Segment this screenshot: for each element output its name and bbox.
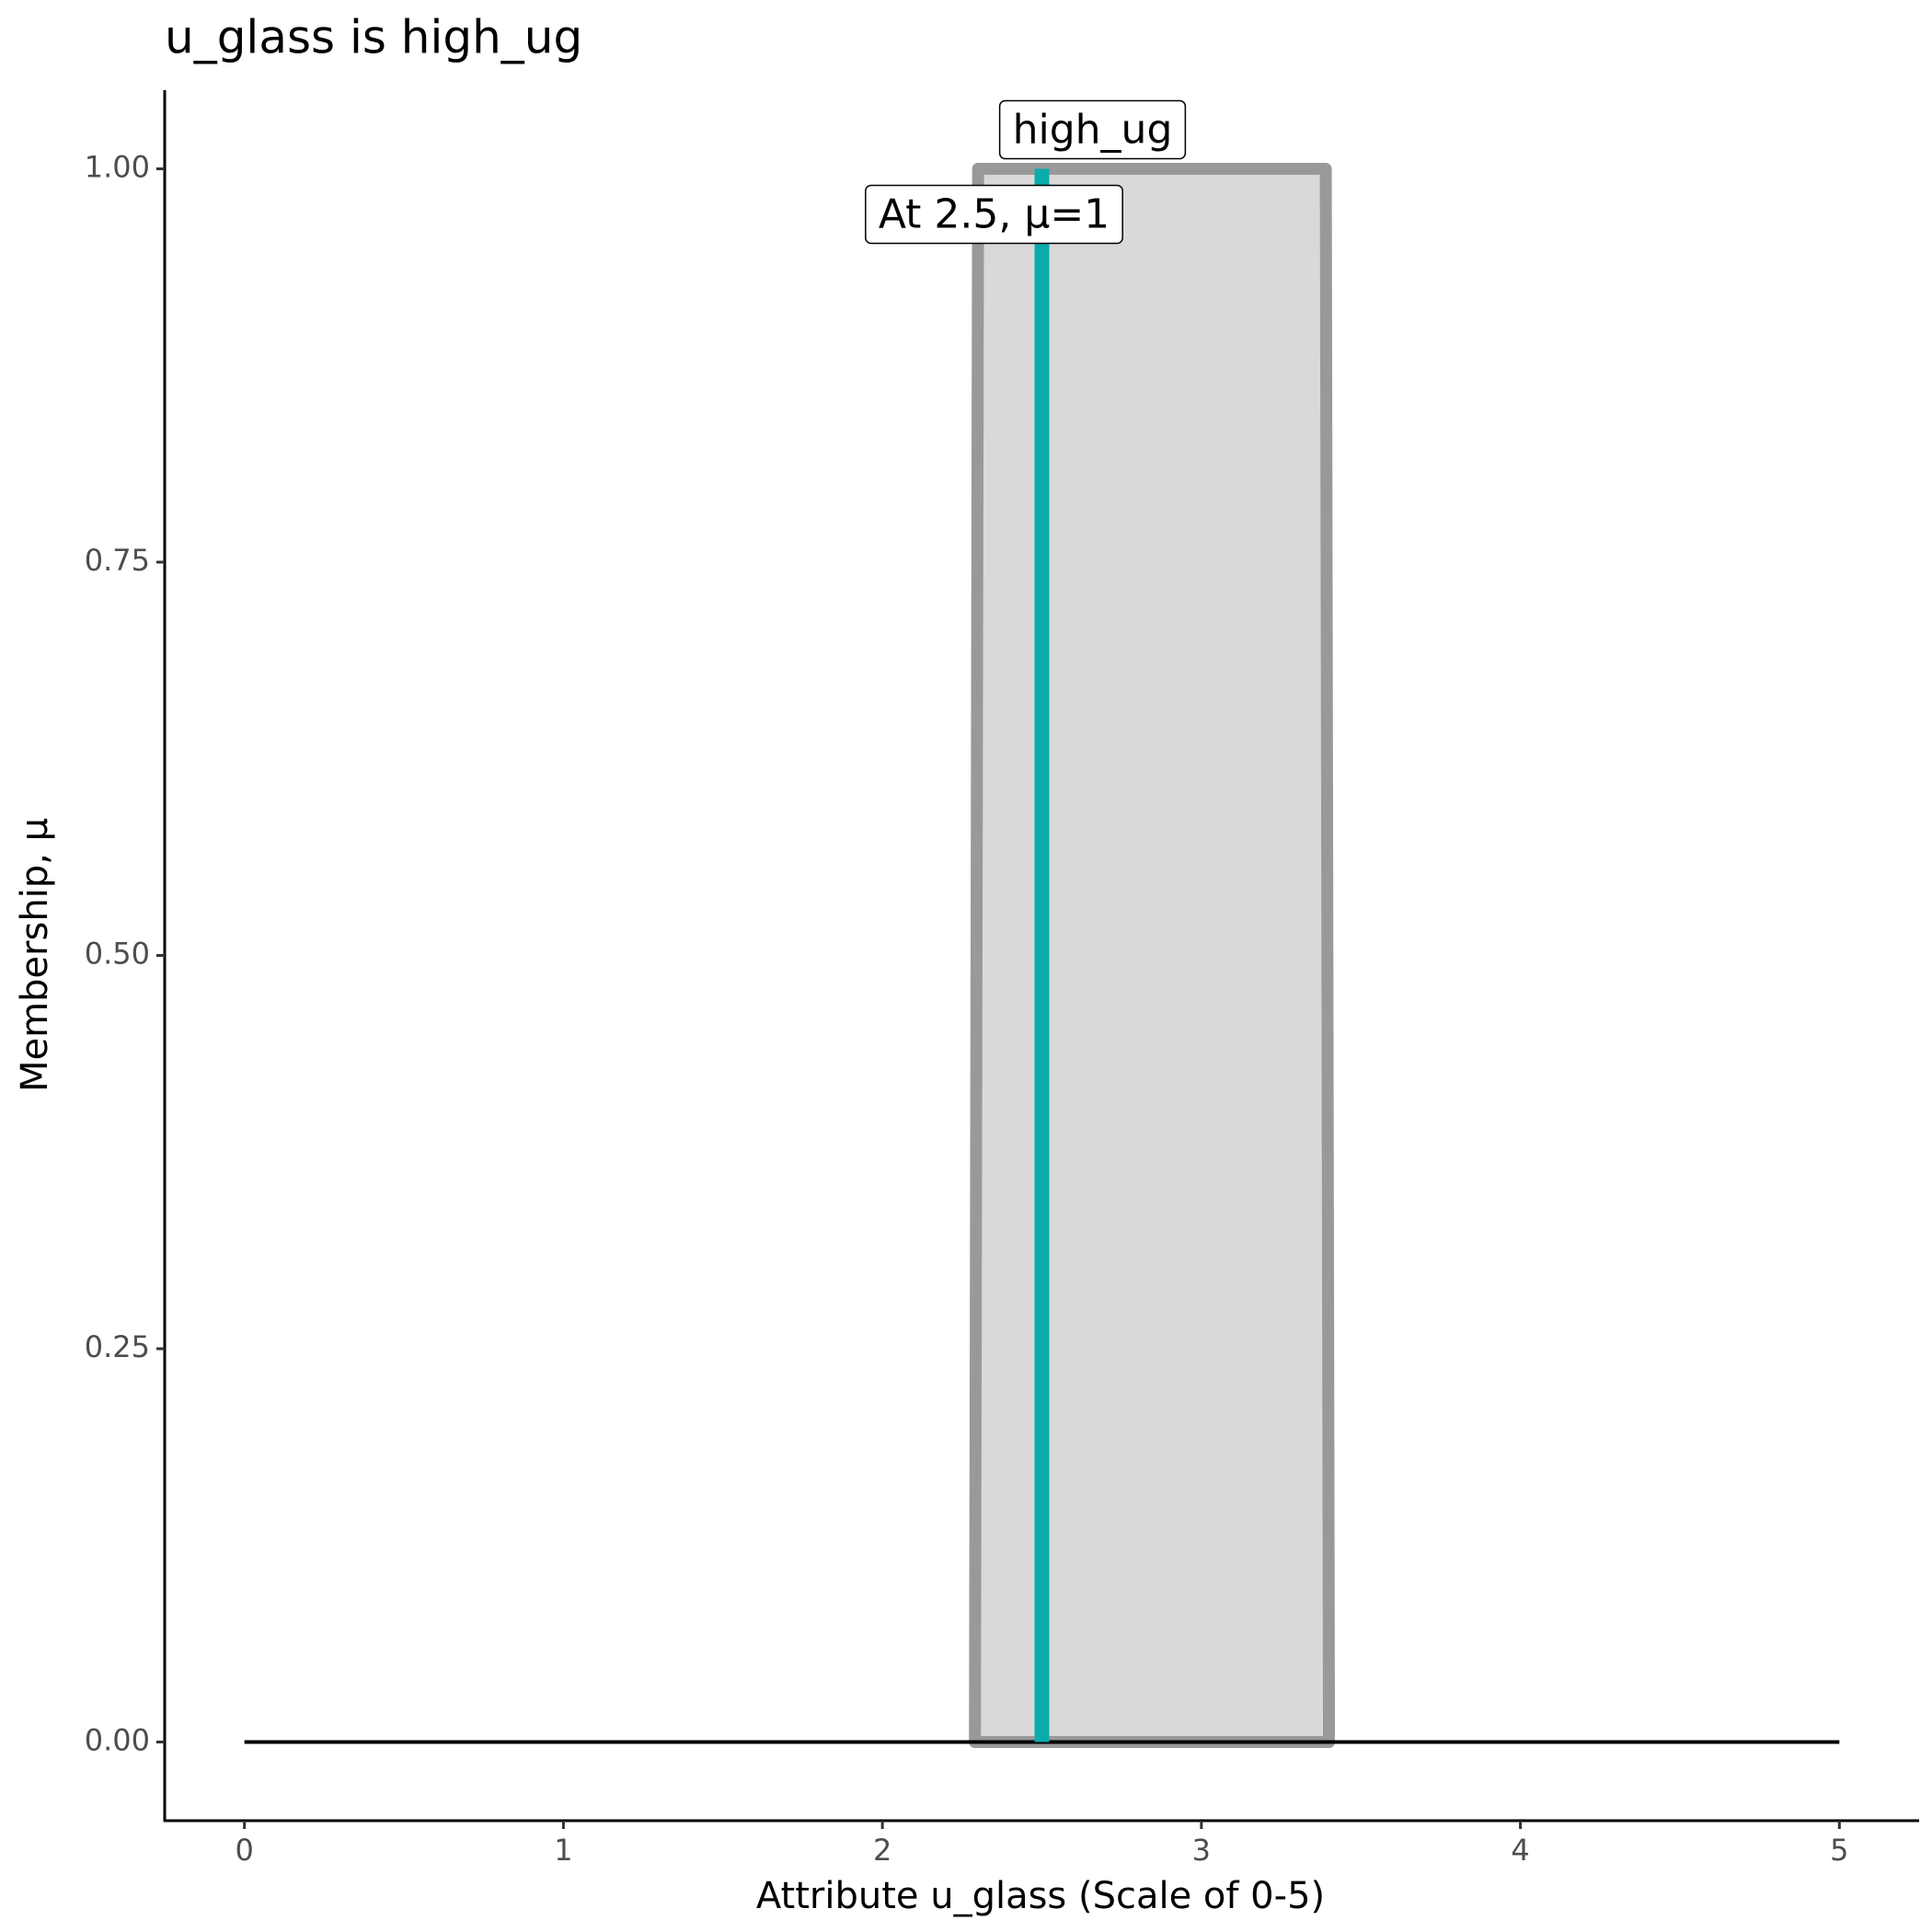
y-tick-label: 0.50 — [85, 937, 150, 972]
x-tick-label: 4 — [1511, 1833, 1529, 1868]
y-axis-title: Membership, μ — [14, 818, 56, 1092]
y-tick-label: 1.00 — [85, 150, 150, 185]
chart-title: u_glass is high_ug — [165, 11, 582, 64]
x-tick-label: 2 — [873, 1833, 891, 1868]
marker-label: At 2.5, μ=1 — [879, 191, 1110, 238]
membership-shape — [969, 163, 1336, 1748]
marker-label-box — [865, 184, 1123, 245]
y-tick-label: 0.25 — [85, 1329, 150, 1364]
x-tick-label: 0 — [236, 1833, 254, 1868]
series-label: high_ug — [1013, 107, 1173, 154]
y-tick-label: 0.75 — [85, 543, 150, 578]
x-axis-title: Attribute u_glass (Scale of 0-5) — [756, 1875, 1325, 1917]
x-tick-label: 1 — [554, 1833, 572, 1868]
x-tick-label: 3 — [1192, 1833, 1211, 1868]
x-tick-label: 5 — [1830, 1833, 1848, 1868]
y-tick-label: 0.00 — [85, 1723, 150, 1758]
series-label-box — [998, 99, 1187, 160]
